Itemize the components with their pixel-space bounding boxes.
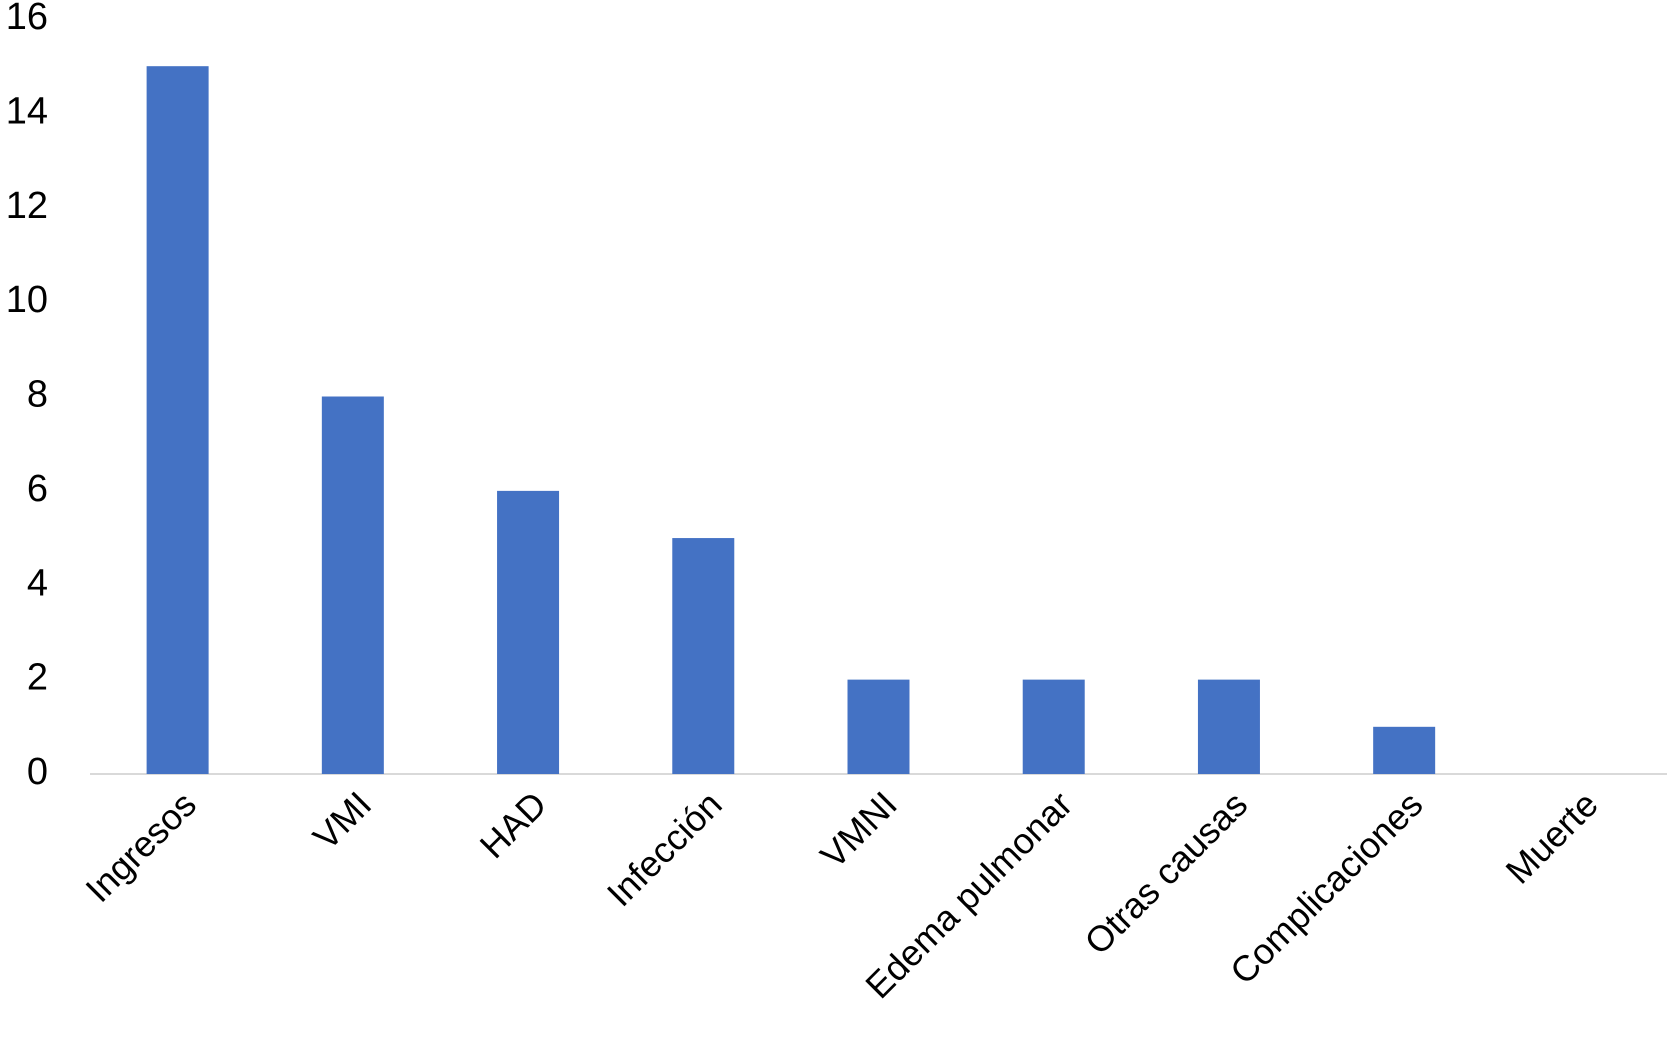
x-tick-label: Complicaciones (1222, 783, 1431, 992)
y-tick-label: 8 (27, 374, 48, 416)
y-tick-label: 12 (6, 185, 48, 227)
x-tick-label: Ingresos (77, 783, 204, 910)
bar (672, 538, 735, 774)
bar (497, 490, 560, 774)
x-tick-label: VMNI (812, 783, 905, 876)
bar (146, 66, 209, 774)
y-tick-label: 6 (27, 468, 48, 510)
bar (1022, 679, 1085, 774)
x-tick-label: Infección (599, 783, 730, 914)
x-tick-label: VMI (305, 783, 379, 857)
y-tick-label: 10 (6, 279, 48, 321)
bar (321, 396, 384, 774)
y-tick-label: 0 (27, 751, 48, 793)
x-tick-label: Muerte (1498, 783, 1606, 891)
bar (1373, 726, 1436, 774)
bar (847, 679, 910, 774)
y-tick-label: 2 (27, 657, 48, 699)
y-tick-label: 16 (6, 0, 48, 38)
y-tick-label: 4 (27, 562, 48, 604)
x-tick-label: Otras causas (1076, 783, 1255, 962)
x-tick-label: HAD (472, 783, 555, 866)
y-tick-label: 14 (6, 90, 48, 132)
bar (1197, 679, 1260, 774)
